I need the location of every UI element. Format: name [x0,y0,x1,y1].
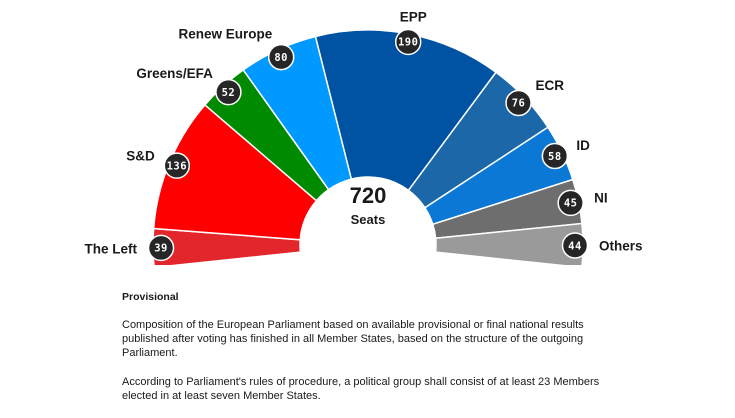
seat-badge-circle [163,152,191,179]
total-seats-label: Seats [351,212,386,227]
seat-badge-epp: 190 [394,28,422,56]
seat-badge-circle [505,89,532,117]
seat-badge-others: 44 [561,232,589,259]
seat-badge-the-left: 39 [147,234,175,262]
seat-badge-greens-efa: 52 [215,78,242,106]
party-label-greens-efa: Greens/EFA [136,66,213,81]
party-label-id: ID [576,138,590,153]
seat-badge-circle [147,234,175,262]
party-label-epp: EPP [400,9,427,24]
provisional-heading: Provisional [122,291,179,303]
party-label-others: Others [599,239,643,254]
rules-note: According to Parliament's rules of proce… [122,376,600,402]
party-label-renew-europe: Renew Europe [178,26,272,41]
hemicycle-chart: 39 136 52 80 190 76 58 45 44 The Left S&D Greens/E… [85,9,643,265]
seat-badge-ni: 45 [557,189,584,217]
party-label-ecr: ECR [535,78,564,93]
seat-count-the-left: 39 [154,243,168,255]
seat-badge-circle [267,43,295,71]
seat-badge-circle [557,189,584,217]
seat-badge-circle [561,232,589,259]
seat-badge-circle [215,78,242,106]
seat-count-greens-efa: 52 [222,87,236,99]
seat-badge-ecr: 76 [505,89,532,117]
seat-badge-renew-europe: 80 [267,43,295,71]
seat-badge-sandd: 136 [163,152,191,179]
seat-count-ni: 45 [564,198,578,210]
seat-badge-circle [541,142,569,170]
notes-section: Provisional Composition of the European … [122,290,622,418]
slice-sandd [152,103,318,241]
seat-badge-id: 58 [541,142,569,170]
seat-count-id: 58 [548,151,562,163]
party-label-the-left: The Left [85,241,138,256]
seat-count-epp: 190 [398,37,418,49]
slice-epp [314,29,498,192]
total-seats-value: 720 [350,183,387,208]
seat-count-renew-europe: 80 [274,52,288,64]
party-label-ni: NI [594,191,608,206]
seat-badge-circle [394,28,422,56]
seat-count-ecr: 76 [512,98,526,110]
seat-count-sandd: 136 [167,160,187,172]
party-label-sandd: S&D [126,149,155,164]
composition-note: Composition of the European Parliament b… [122,319,584,359]
seat-count-others: 44 [568,240,582,252]
